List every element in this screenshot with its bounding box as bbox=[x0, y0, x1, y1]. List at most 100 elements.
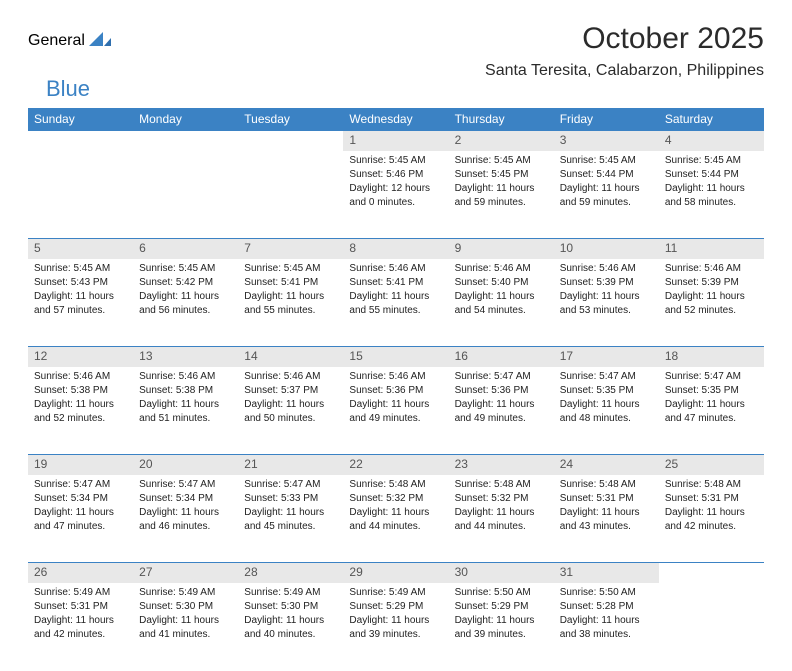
day-number: 10 bbox=[554, 239, 659, 259]
daylight-text: and 59 minutes. bbox=[560, 196, 653, 209]
day-number: 31 bbox=[554, 563, 659, 583]
sunset-text: Sunset: 5:30 PM bbox=[244, 600, 337, 613]
daylight-text: and 56 minutes. bbox=[139, 304, 232, 317]
daylight-text: and 44 minutes. bbox=[349, 520, 442, 533]
day-cell: Sunrise: 5:46 AMSunset: 5:36 PMDaylight:… bbox=[343, 367, 448, 455]
day-cell bbox=[238, 151, 343, 239]
day-number-cell: 6 bbox=[133, 239, 238, 259]
sunset-text: Sunset: 5:45 PM bbox=[455, 168, 548, 181]
daylight-text: and 55 minutes. bbox=[244, 304, 337, 317]
day-cell: Sunrise: 5:47 AMSunset: 5:34 PMDaylight:… bbox=[28, 475, 133, 563]
sunrise-text: Sunrise: 5:46 AM bbox=[455, 262, 548, 275]
sunrise-text: Sunrise: 5:49 AM bbox=[349, 586, 442, 599]
day-number: 26 bbox=[28, 563, 133, 583]
sunrise-text: Sunrise: 5:46 AM bbox=[244, 370, 337, 383]
day-number: 23 bbox=[449, 455, 554, 475]
day-details: Sunrise: 5:47 AMSunset: 5:34 PMDaylight:… bbox=[133, 475, 238, 540]
calendar-week-content: Sunrise: 5:46 AM Sunset: 5:38 PM Daylight:… bbox=[28, 367, 764, 455]
day-details: Sunrise: 5:45 AMSunset: 5:43 PMDaylight:… bbox=[28, 259, 133, 324]
day-cell: Sunrise: 5:47 AMSunset: 5:35 PMDaylight:… bbox=[554, 367, 659, 455]
day-number-cell: 16 bbox=[449, 347, 554, 367]
daylight-text: Daylight: 11 hours bbox=[34, 506, 127, 519]
sunset-text: Sunset: 5:39 PM bbox=[560, 276, 653, 289]
sunrise-text: Sunrise: 5:50 AM bbox=[455, 586, 548, 599]
daylight-text: and 53 minutes. bbox=[560, 304, 653, 317]
sunrise-text: Sunrise: 5:45 AM bbox=[455, 154, 548, 167]
calendar-table: Sunday Monday Tuesday Wednesday Thursday… bbox=[28, 108, 764, 671]
calendar-week-content: Sunrise: 5:49 AMSunset: 5:31 PMDaylight:… bbox=[28, 583, 764, 671]
day-number-cell bbox=[659, 563, 764, 583]
daylight-text: Daylight: 11 hours bbox=[244, 506, 337, 519]
sunset-text: Sunset: 5:30 PM bbox=[139, 600, 232, 613]
day-cell: Sunrise: 5:47 AMSunset: 5:36 PMDaylight:… bbox=[449, 367, 554, 455]
day-number: 3 bbox=[554, 131, 659, 151]
sunrise-text: Sunrise: 5:49 AM bbox=[34, 586, 127, 599]
daylight-text: and 44 minutes. bbox=[455, 520, 548, 533]
daylight-text: and 54 minutes. bbox=[455, 304, 548, 317]
sunrise-text: Sunrise: 5:45 AM bbox=[560, 154, 653, 167]
day-number-cell: 29 bbox=[343, 563, 448, 583]
sunset-text: Sunset: 5:38 PM bbox=[139, 384, 232, 397]
sunset-text: Sunset: 5:34 PM bbox=[34, 492, 127, 505]
day-cell bbox=[28, 151, 133, 239]
sunrise-text: Sunrise: 5:47 AM bbox=[244, 478, 337, 491]
daylight-text: and 42 minutes. bbox=[34, 628, 127, 641]
daylight-text: Daylight: 11 hours bbox=[244, 398, 337, 411]
day-number-cell: 3 bbox=[554, 131, 659, 151]
day-number-cell: 28 bbox=[238, 563, 343, 583]
calendar-week-numbers: 19202122232425 bbox=[28, 455, 764, 475]
day-cell: Sunrise: 5:50 AMSunset: 5:29 PMDaylight:… bbox=[449, 583, 554, 671]
daylight-text: Daylight: 11 hours bbox=[560, 398, 653, 411]
daylight-text: Daylight: 11 hours bbox=[139, 290, 232, 303]
sunrise-text: Sunrise: 5:50 AM bbox=[560, 586, 653, 599]
sunrise-text: Sunrise: 5:48 AM bbox=[560, 478, 653, 491]
day-details: Sunrise: 5:45 AMSunset: 5:41 PMDaylight:… bbox=[238, 259, 343, 324]
weekday-header-row: Sunday Monday Tuesday Wednesday Thursday… bbox=[28, 108, 764, 131]
daylight-text: and 50 minutes. bbox=[244, 412, 337, 425]
daylight-text: and 55 minutes. bbox=[349, 304, 442, 317]
daylight-text: Daylight: 11 hours bbox=[665, 506, 758, 519]
day-cell: Sunrise: 5:46 AMSunset: 5:38 PMDaylight:… bbox=[133, 367, 238, 455]
sunset-text: Sunset: 5:44 PM bbox=[560, 168, 653, 181]
sunset-text: Sunset: 5:39 PM bbox=[665, 276, 758, 289]
day-cell: Sunrise: 5:46 AMSunset: 5:40 PMDaylight:… bbox=[449, 259, 554, 347]
day-details: Sunrise: 5:45 AMSunset: 5:44 PMDaylight:… bbox=[659, 151, 764, 216]
day-cell: Sunrise: 5:49 AMSunset: 5:31 PMDaylight:… bbox=[28, 583, 133, 671]
daylight-text: Daylight: 11 hours bbox=[455, 182, 548, 195]
day-number: 12 bbox=[28, 347, 133, 367]
daylight-text: and 38 minutes. bbox=[560, 628, 653, 641]
day-number: 28 bbox=[238, 563, 343, 583]
daylight-text: and 43 minutes. bbox=[560, 520, 653, 533]
day-number: 6 bbox=[133, 239, 238, 259]
sunrise-text: Sunrise: 5:49 AM bbox=[139, 586, 232, 599]
sunset-text: Sunset: 5:32 PM bbox=[455, 492, 548, 505]
day-number-cell: 18 bbox=[659, 347, 764, 367]
day-cell: Sunrise: 5:47 AMSunset: 5:33 PMDaylight:… bbox=[238, 475, 343, 563]
day-number-cell: 14 bbox=[238, 347, 343, 367]
sunrise-text: Sunrise: 5:45 AM bbox=[665, 154, 758, 167]
weekday-header: Wednesday bbox=[343, 108, 448, 131]
day-details: Sunrise: 5:45 AMSunset: 5:44 PMDaylight:… bbox=[554, 151, 659, 216]
daylight-text: Daylight: 11 hours bbox=[455, 398, 548, 411]
daylight-text: Daylight: 11 hours bbox=[455, 506, 548, 519]
day-number: 18 bbox=[659, 347, 764, 367]
day-number-cell: 12 bbox=[28, 347, 133, 367]
daylight-text: and 49 minutes. bbox=[455, 412, 548, 425]
day-details: Sunrise: 5:48 AMSunset: 5:32 PMDaylight:… bbox=[449, 475, 554, 540]
day-details: Sunrise: 5:49 AMSunset: 5:31 PMDaylight:… bbox=[28, 583, 133, 648]
daylight-text: Daylight: 11 hours bbox=[665, 182, 758, 195]
daylight-text: Daylight: 11 hours bbox=[560, 290, 653, 303]
daylight-text: Daylight: 11 hours bbox=[34, 398, 127, 411]
day-details: Sunrise: 5:49 AMSunset: 5:30 PMDaylight:… bbox=[133, 583, 238, 648]
daylight-text: and 46 minutes. bbox=[139, 520, 232, 533]
day-cell: Sunrise: 5:48 AMSunset: 5:31 PMDaylight:… bbox=[659, 475, 764, 563]
daylight-text: and 39 minutes. bbox=[455, 628, 548, 641]
daylight-text: Daylight: 11 hours bbox=[349, 614, 442, 627]
day-number: 15 bbox=[343, 347, 448, 367]
day-cell: Sunrise: 5:46 AMSunset: 5:39 PMDaylight:… bbox=[554, 259, 659, 347]
weekday-header: Monday bbox=[133, 108, 238, 131]
daylight-text: Daylight: 11 hours bbox=[244, 290, 337, 303]
calendar-week-content: Sunrise: 5:47 AMSunset: 5:34 PMDaylight:… bbox=[28, 475, 764, 563]
day-cell: Sunrise: 5:45 AMSunset: 5:45 PMDaylight:… bbox=[449, 151, 554, 239]
brand-text-blue: Blue bbox=[46, 76, 90, 102]
